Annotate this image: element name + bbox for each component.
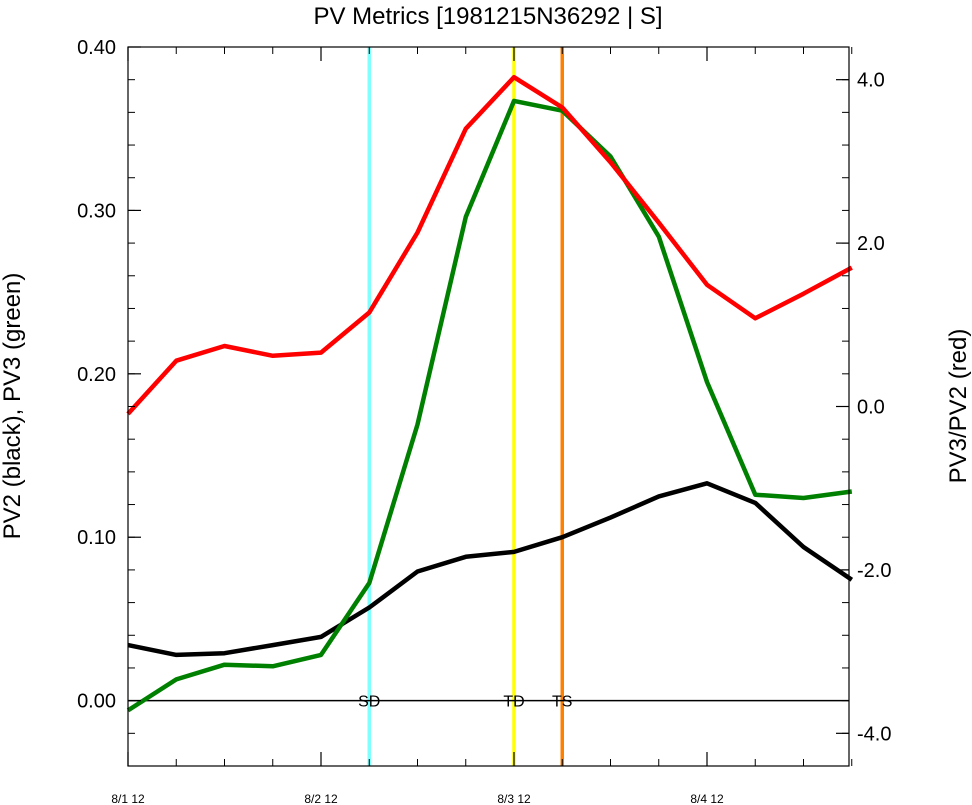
right-tick-label: -2.0: [857, 560, 891, 582]
axes: 0.00 0.10 0.20 0.30 0.40 -4.0 -2.0 0.0 2.0 4.0 8/1…: [77, 37, 891, 805]
marker-label-ts: TS: [552, 694, 572, 711]
series-line-pv3-pv2: [126, 74, 853, 416]
chart-title: PV Metrics [1981215N36292 | S]: [313, 3, 662, 30]
left-tick-label: 0.00: [77, 691, 116, 713]
right-tick-label: 2.0: [857, 233, 885, 255]
x-tick-label: 8/2 12: [304, 792, 338, 805]
marker-label-td: TD: [503, 694, 524, 711]
plot-frame: [127, 46, 850, 767]
x-tick-label: 8/1 12: [111, 792, 145, 805]
left-axis-label: PV2 (black), PV3 (green): [0, 273, 26, 540]
series-line-pv2: [127, 481, 854, 658]
series-lines: [126, 74, 854, 713]
x-tick-label: 8/4 12: [690, 792, 724, 805]
x-tick-label: 8/3 12: [497, 792, 531, 805]
left-tick-label: 0.10: [77, 527, 116, 549]
left-tick-label: 0.30: [77, 200, 116, 222]
marker-label-sd: SD: [358, 694, 380, 711]
left-tick-label: 0.40: [77, 37, 116, 59]
left-tick-label: 0.20: [77, 364, 116, 386]
right-tick-label: 0.0: [857, 397, 885, 419]
right-tick-label: 4.0: [857, 70, 885, 92]
right-tick-label: -4.0: [857, 723, 891, 745]
series-line-pv3: [126, 98, 853, 713]
event-marker-labels: SD TD TS: [358, 694, 572, 711]
right-axis-label: PV3/PV2 (red): [945, 329, 972, 484]
event-marker-lines: [367, 47, 564, 766]
